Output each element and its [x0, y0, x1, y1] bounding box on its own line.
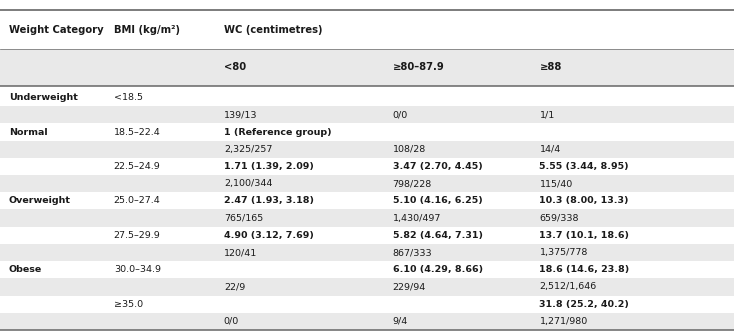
Text: ≥88: ≥88 [539, 62, 562, 72]
Text: <80: <80 [224, 62, 246, 72]
Text: 139/13: 139/13 [224, 110, 258, 119]
Text: 4.90 (3.12, 7.69): 4.90 (3.12, 7.69) [224, 231, 313, 240]
Text: BMI (kg/m²): BMI (kg/m²) [114, 25, 180, 35]
Text: 31.8 (25.2, 40.2): 31.8 (25.2, 40.2) [539, 300, 629, 309]
FancyBboxPatch shape [0, 49, 734, 86]
Text: 3.47 (2.70, 4.45): 3.47 (2.70, 4.45) [393, 162, 482, 171]
FancyBboxPatch shape [0, 106, 734, 123]
Text: 120/41: 120/41 [224, 248, 257, 257]
Text: 2.47 (1.93, 3.18): 2.47 (1.93, 3.18) [224, 196, 314, 205]
Text: 229/94: 229/94 [393, 283, 426, 291]
Text: 659/338: 659/338 [539, 214, 579, 223]
Text: 1,430/497: 1,430/497 [393, 214, 441, 223]
Text: 27.5–29.9: 27.5–29.9 [114, 231, 161, 240]
Text: Overweight: Overweight [9, 196, 70, 205]
Text: 9/4: 9/4 [393, 317, 408, 326]
Text: 10.3 (8.00, 13.3): 10.3 (8.00, 13.3) [539, 196, 629, 205]
Text: 14/4: 14/4 [539, 145, 561, 154]
Text: 1,375/778: 1,375/778 [539, 248, 588, 257]
Text: 867/333: 867/333 [393, 248, 432, 257]
Text: 22/9: 22/9 [224, 283, 245, 291]
Text: 18.6 (14.6, 23.8): 18.6 (14.6, 23.8) [539, 265, 630, 274]
Text: 5.10 (4.16, 6.25): 5.10 (4.16, 6.25) [393, 196, 482, 205]
Text: 30.0–34.9: 30.0–34.9 [114, 265, 161, 274]
Text: 0/0: 0/0 [224, 317, 239, 326]
Text: 18.5–22.4: 18.5–22.4 [114, 128, 161, 136]
Text: 108/28: 108/28 [393, 145, 426, 154]
Text: Weight Category: Weight Category [9, 25, 103, 35]
FancyBboxPatch shape [0, 278, 734, 296]
Text: 1 (Reference group): 1 (Reference group) [224, 128, 332, 136]
Text: 13.7 (10.1, 18.6): 13.7 (10.1, 18.6) [539, 231, 630, 240]
Text: <18.5: <18.5 [114, 93, 143, 102]
Text: ≥80–87.9: ≥80–87.9 [393, 62, 445, 72]
Text: 115/40: 115/40 [539, 179, 573, 188]
Text: 2,512/1,646: 2,512/1,646 [539, 283, 597, 291]
Text: 0/0: 0/0 [393, 110, 408, 119]
Text: 1/1: 1/1 [539, 110, 555, 119]
FancyBboxPatch shape [0, 141, 734, 158]
Text: 22.5–24.9: 22.5–24.9 [114, 162, 161, 171]
Text: 2,325/257: 2,325/257 [224, 145, 272, 154]
FancyBboxPatch shape [0, 244, 734, 261]
FancyBboxPatch shape [0, 210, 734, 227]
Text: Underweight: Underweight [9, 93, 78, 102]
Text: WC (centimetres): WC (centimetres) [224, 25, 322, 35]
Text: Obese: Obese [9, 265, 42, 274]
Text: 765/165: 765/165 [224, 214, 263, 223]
Text: 25.0–27.4: 25.0–27.4 [114, 196, 161, 205]
Text: Normal: Normal [9, 128, 48, 136]
FancyBboxPatch shape [0, 175, 734, 192]
Text: 5.55 (3.44, 8.95): 5.55 (3.44, 8.95) [539, 162, 629, 171]
Text: 1.71 (1.39, 2.09): 1.71 (1.39, 2.09) [224, 162, 313, 171]
Text: 5.82 (4.64, 7.31): 5.82 (4.64, 7.31) [393, 231, 483, 240]
FancyBboxPatch shape [0, 313, 734, 330]
Text: 2,100/344: 2,100/344 [224, 179, 272, 188]
Text: ≥35.0: ≥35.0 [114, 300, 143, 309]
Text: 1,271/980: 1,271/980 [539, 317, 588, 326]
Text: 798/228: 798/228 [393, 179, 432, 188]
Text: 6.10 (4.29, 8.66): 6.10 (4.29, 8.66) [393, 265, 483, 274]
